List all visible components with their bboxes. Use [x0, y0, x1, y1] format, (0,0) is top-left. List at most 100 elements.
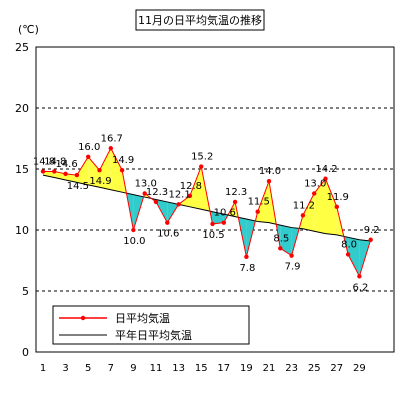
- daily-point: [345, 252, 351, 257]
- daily-point: [255, 209, 260, 214]
- daily-series: [43, 147, 372, 278]
- daily-point: [232, 199, 238, 205]
- legend-daily-label: 日平均気温: [115, 311, 170, 325]
- y-tick-label: 15: [15, 163, 29, 176]
- legend-daily-marker: [80, 315, 86, 321]
- daily-point: [300, 213, 306, 218]
- x-tick-label: 21: [263, 363, 276, 374]
- data-label: 7.8: [239, 263, 255, 274]
- daily-point: [165, 220, 170, 225]
- daily-point: [63, 171, 68, 177]
- data-label: 16.0: [78, 142, 100, 153]
- difference-fill: [76, 156, 89, 185]
- x-tick-label: 29: [353, 363, 366, 374]
- data-label: 15.2: [191, 152, 213, 163]
- x-tick-label: 1: [40, 363, 46, 374]
- data-label: 14.9: [89, 176, 111, 187]
- daily-point: [266, 179, 272, 184]
- data-label: 16.7: [101, 133, 123, 144]
- daily-point: [357, 274, 362, 279]
- daily-point: [187, 193, 193, 199]
- x-tick-labels: 1 3 5 7 9 11 13 15 17 19 21 23 25 27 29: [40, 363, 366, 374]
- data-label: 6.2: [352, 282, 368, 293]
- difference-fill: [302, 193, 315, 232]
- daily-point: [40, 169, 46, 174]
- y-axis-unit-label: (℃): [18, 23, 39, 36]
- data-label: 14.8: [33, 156, 55, 167]
- difference-fill: [189, 166, 202, 210]
- x-tick-label: 11: [150, 363, 163, 374]
- x-tick-label: 17: [217, 363, 230, 374]
- difference-fill: [88, 156, 100, 188]
- y-tick-label: 10: [15, 224, 29, 237]
- daily-point: [142, 191, 147, 196]
- data-label: 12.3: [225, 187, 247, 198]
- chart-title-frame: [135, 9, 265, 31]
- y-tick-label: 0: [22, 346, 29, 359]
- y-tick-label: 25: [15, 41, 29, 54]
- data-labels: 14.814.814.6 14.5 16.0 14.9 16.7 14.9 10.0 13.0…: [33, 133, 380, 293]
- daily-point: [244, 254, 249, 260]
- data-label: 14.6: [55, 159, 77, 170]
- y-tick-labels: 0 5 10 15 20 25: [15, 41, 29, 359]
- data-label: 14.9: [112, 155, 134, 166]
- difference-fill: [325, 178, 337, 235]
- daily-temperature-line: [43, 147, 372, 278]
- difference-fill: [43, 171, 55, 178]
- daily-point: [278, 246, 283, 251]
- data-label: 10.0: [123, 236, 145, 247]
- daily-point: [74, 172, 80, 178]
- daily-point: [210, 221, 215, 227]
- x-tick-label: 5: [85, 363, 91, 374]
- data-label: 13.0: [135, 178, 157, 189]
- data-label: 11.5: [248, 197, 270, 208]
- daily-point: [176, 202, 181, 207]
- data-label: 8.5: [273, 233, 289, 244]
- x-tick-label: 25: [308, 363, 321, 374]
- daily-point: [108, 146, 114, 151]
- data-label: 10.5: [202, 230, 224, 241]
- chart-title: 11月の日平均気温の推移: [138, 13, 262, 27]
- data-label: 10.6: [157, 229, 179, 240]
- difference-fill: [314, 178, 326, 234]
- data-label: 14.2: [315, 164, 337, 175]
- daily-point: [131, 227, 136, 233]
- x-tick-label: 3: [62, 363, 68, 374]
- data-label: 10.6: [214, 208, 236, 219]
- daily-point: [334, 204, 339, 210]
- daily-point: [368, 237, 373, 242]
- normal-series: [42, 174, 371, 242]
- daily-point: [119, 168, 125, 173]
- daily-point: [97, 168, 102, 173]
- data-label: 14.0: [259, 166, 281, 177]
- data-label: 11.9: [327, 192, 349, 203]
- daily-point: [289, 253, 294, 258]
- difference-fill: [348, 237, 360, 277]
- daily-point: [199, 164, 204, 169]
- x-tick-label: 9: [130, 363, 136, 374]
- y-tick-label: 20: [15, 102, 29, 115]
- legend-frame: [52, 305, 250, 345]
- daily-point: [221, 220, 226, 225]
- normal-temperature-line: [42, 174, 371, 242]
- difference-fill: [110, 148, 123, 193]
- daily-point: [323, 176, 328, 181]
- data-label: 12.3: [146, 187, 168, 198]
- data-label: 7.9: [285, 262, 301, 273]
- data-label: 12.1: [168, 189, 190, 200]
- x-tick-label: 7: [108, 363, 114, 374]
- difference-fill: [99, 148, 111, 190]
- data-label: 14.5: [67, 181, 89, 192]
- chart-title-box: 11月の日平均気温の推移: [135, 9, 265, 31]
- data-label: 14.8: [44, 156, 66, 167]
- data-label: 12.8: [180, 181, 202, 192]
- x-tick-label: 23: [285, 363, 298, 374]
- plot-area-frame: [35, 46, 395, 353]
- data-label: 8.0: [341, 239, 357, 250]
- y-tick-label: 5: [22, 285, 29, 298]
- x-tick-label: 19: [240, 363, 253, 374]
- daily-point: [52, 169, 57, 174]
- x-tick-label: 13: [172, 363, 185, 374]
- data-label: 9.2: [364, 225, 380, 236]
